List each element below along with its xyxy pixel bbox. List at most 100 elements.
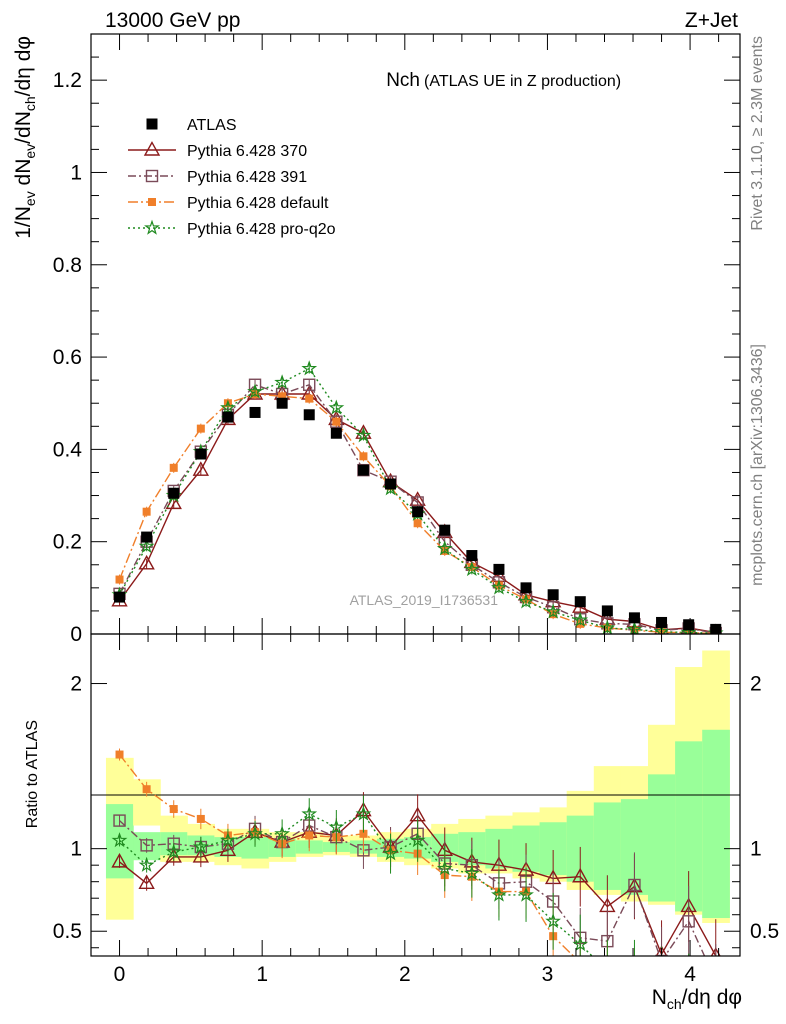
- band-inner-bin: [647, 774, 676, 902]
- series-point-3: [247, 383, 263, 399]
- chart-title: Nch: [386, 70, 420, 91]
- series-point-1: [303, 378, 316, 391]
- legend-label: Pythia 6.428 default: [187, 195, 329, 212]
- ratio-line-1: [119, 820, 706, 956]
- series-point-0: [138, 554, 155, 570]
- ratio-point-1: [113, 814, 126, 827]
- legend-marker: [146, 118, 158, 130]
- reference-point: [439, 524, 451, 536]
- ratio-point-3: [220, 832, 236, 848]
- reference-point: [357, 464, 369, 476]
- ratio-point-3: [301, 805, 318, 821]
- legend-marker: [148, 198, 156, 206]
- series-point-3: [138, 537, 155, 554]
- band-inner-bin: [241, 837, 270, 859]
- ratio-point-2: [142, 785, 151, 794]
- y-tick-label-ratio-right: 1: [750, 838, 762, 861]
- ratio-point-3: [409, 832, 426, 848]
- legend-label: Pythia 6.428 pro-q2o: [187, 221, 336, 238]
- reference-point: [520, 582, 532, 594]
- x-tick-label: 3: [542, 963, 554, 986]
- ratio-point-1: [710, 975, 721, 986]
- series-point-2: [115, 575, 124, 584]
- ratio-point-3: [545, 912, 562, 929]
- ratio-point-1: [140, 839, 153, 852]
- reference-point: [574, 596, 586, 608]
- reference-point: [168, 487, 180, 499]
- main-plot-layer: [111, 360, 724, 634]
- series-point-2: [278, 392, 287, 401]
- legend: ATLAS Pythia 6.428 370 Pythia 6.428 391 Pyt…: [128, 117, 336, 238]
- ratio-point-3: [111, 832, 128, 848]
- ratio-point-3: [628, 966, 640, 978]
- y-axis-label-ratio: Ratio to ATLAS: [24, 720, 41, 828]
- y-tick-label-main: 1.2: [53, 69, 82, 92]
- reference-point: [330, 427, 342, 439]
- ratio-point-1: [655, 954, 668, 956]
- ratio-point-3: [192, 838, 209, 854]
- ratio-point-2: [576, 959, 584, 967]
- ratio-point-3: [274, 825, 291, 841]
- x-axis-label: Nch/dη dφ: [652, 986, 742, 1012]
- ratio-point-2: [603, 969, 611, 977]
- series-line-1: [118, 383, 716, 634]
- series-point-3: [463, 561, 480, 577]
- series-point-2: [142, 507, 151, 516]
- y-tick-label-ratio-right: 0.5: [750, 920, 779, 943]
- ratio-point-3: [491, 886, 507, 902]
- ratio-point-3: [655, 974, 667, 986]
- ratio-point-3: [355, 805, 372, 821]
- series-point-3: [220, 399, 236, 415]
- reference-point: [114, 591, 126, 603]
- ratio-point-3: [328, 818, 345, 835]
- reference-point: [412, 506, 424, 518]
- reference-point: [710, 623, 722, 634]
- legend-marker: [144, 219, 160, 235]
- band-inner-bin: [702, 729, 730, 919]
- ratio-point-2: [196, 814, 205, 823]
- reference-point: [222, 411, 234, 423]
- legend-marker: [145, 169, 159, 183]
- ratio-point-2: [305, 831, 314, 840]
- ratio-point-2: [359, 829, 368, 838]
- series-point-3: [680, 624, 697, 634]
- series-point-3: [274, 374, 291, 390]
- series-line-3: [118, 367, 716, 634]
- y-tick-label-ratio-left: 2: [70, 673, 82, 696]
- reference-point: [656, 616, 668, 628]
- ratio-point-3: [518, 886, 534, 902]
- series-point-2: [169, 463, 178, 472]
- series-point-3: [491, 579, 507, 595]
- reference-point: [601, 605, 613, 617]
- ratio-point-0: [572, 867, 589, 883]
- rivet-side-label: Rivet 3.1.10, ≥ 2.3M events: [749, 36, 766, 231]
- reference-point: [385, 478, 397, 490]
- ratio-point-2: [169, 805, 178, 814]
- ratio-point-0: [192, 847, 210, 863]
- series-point-3: [355, 427, 372, 443]
- reference-point: [195, 448, 207, 460]
- legend-label: Pythia 6.428 370: [187, 143, 307, 160]
- ratio-line-2: [118, 754, 575, 956]
- y-tick-label-ratio-left: 1: [70, 838, 82, 861]
- series-point-3: [301, 360, 318, 376]
- ratio-point-0: [138, 874, 155, 890]
- ratio-point-2: [630, 977, 638, 985]
- x-tick-label: 2: [399, 963, 411, 986]
- legend-label: ATLAS: [187, 117, 237, 134]
- reference-point: [141, 531, 153, 543]
- series-point-3: [545, 603, 562, 619]
- y-tick-label-ratio-right: 2: [750, 673, 762, 696]
- ratio-point-3: [382, 845, 399, 861]
- x-tick-label: 1: [256, 963, 268, 986]
- y-tick-label-main: 0: [70, 623, 82, 646]
- axes-layer: 0 1 2 3 4 0 0.2 0.4 0.6 0.8 1 1.2 0.5 0.5 1 1 2 2: [53, 33, 779, 986]
- reference-point: [683, 619, 695, 631]
- ratio-point-3: [572, 936, 589, 952]
- series-point-3: [599, 619, 616, 634]
- ratio-point-3: [247, 825, 263, 841]
- reference-point: [276, 397, 288, 409]
- ratio-point-0: [710, 947, 721, 956]
- legend-marker: [143, 141, 161, 156]
